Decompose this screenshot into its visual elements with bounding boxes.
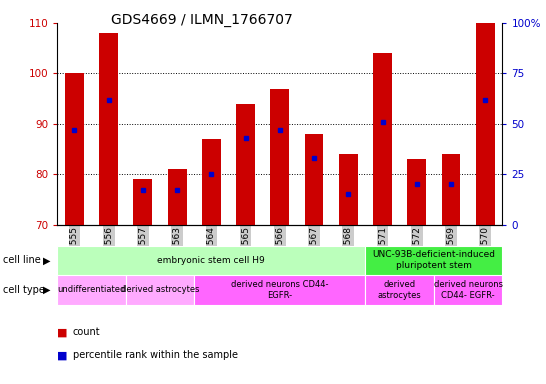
Text: undifferentiated: undifferentiated <box>57 285 126 295</box>
Text: ▶: ▶ <box>43 255 51 265</box>
Text: ▶: ▶ <box>43 285 51 295</box>
Bar <box>373 53 392 225</box>
Bar <box>305 134 323 225</box>
Bar <box>194 275 365 305</box>
Text: count: count <box>73 327 100 337</box>
Bar <box>407 159 426 225</box>
Bar <box>99 33 118 225</box>
Bar <box>365 246 502 275</box>
Text: GDS4669 / ILMN_1766707: GDS4669 / ILMN_1766707 <box>111 13 293 27</box>
Bar <box>365 275 434 305</box>
Text: derived neurons
CD44- EGFR-: derived neurons CD44- EGFR- <box>434 280 502 300</box>
Bar <box>65 73 84 225</box>
Bar <box>57 275 126 305</box>
Text: UNC-93B-deficient-induced
pluripotent stem: UNC-93B-deficient-induced pluripotent st… <box>372 250 495 270</box>
Text: percentile rank within the sample: percentile rank within the sample <box>73 350 238 360</box>
Text: ■: ■ <box>57 327 68 337</box>
Text: embryonic stem cell H9: embryonic stem cell H9 <box>157 256 265 265</box>
Text: derived astrocytes: derived astrocytes <box>121 285 199 295</box>
Bar <box>133 179 152 225</box>
Bar <box>126 275 194 305</box>
Bar <box>236 104 255 225</box>
Bar <box>202 139 221 225</box>
Text: cell line: cell line <box>3 255 40 265</box>
Text: cell type: cell type <box>3 285 45 295</box>
Bar <box>434 275 502 305</box>
Text: derived neurons CD44-
EGFR-: derived neurons CD44- EGFR- <box>231 280 329 300</box>
Bar <box>476 23 495 225</box>
Text: ■: ■ <box>57 350 68 360</box>
Bar <box>442 154 460 225</box>
Bar <box>57 246 365 275</box>
Text: derived
astrocytes: derived astrocytes <box>378 280 422 300</box>
Bar <box>270 89 289 225</box>
Bar <box>339 154 358 225</box>
Bar <box>168 169 187 225</box>
